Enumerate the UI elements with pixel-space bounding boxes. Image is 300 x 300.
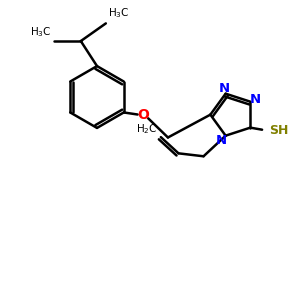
Text: H$_3$C: H$_3$C <box>108 7 130 20</box>
Text: N: N <box>250 93 261 106</box>
Text: H$_3$C: H$_3$C <box>30 25 52 39</box>
Text: O: O <box>137 108 149 122</box>
Text: SH: SH <box>269 124 288 137</box>
Text: H$_2$C: H$_2$C <box>136 122 158 136</box>
Text: N: N <box>219 82 230 95</box>
Text: N: N <box>216 134 227 147</box>
